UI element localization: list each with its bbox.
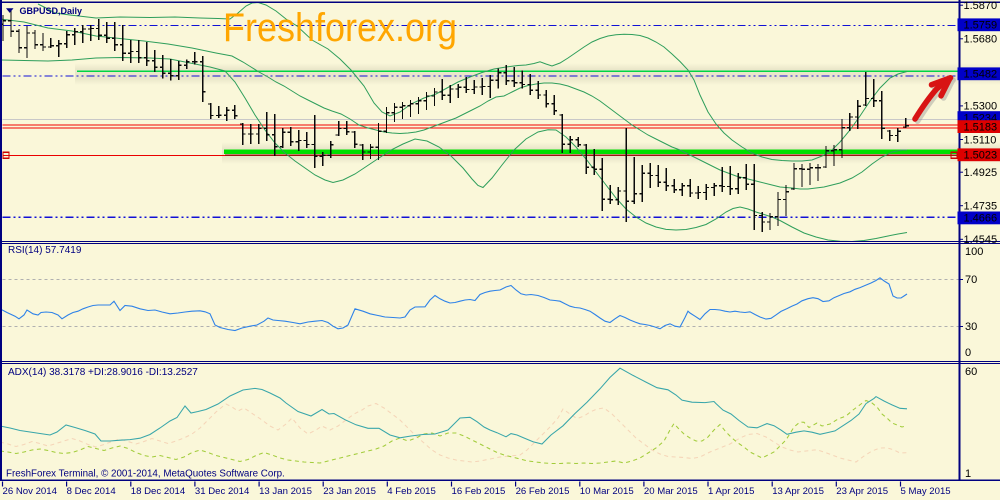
svg-text:1.4925: 1.4925 [964,167,998,179]
svg-text:1.5023: 1.5023 [964,150,998,162]
svg-text:26 Feb 2015: 26 Feb 2015 [516,486,570,497]
svg-text:100: 100 [965,246,983,258]
svg-text:20 Mar 2015: 20 Mar 2015 [644,486,698,497]
svg-text:5 May 2015: 5 May 2015 [901,486,951,497]
svg-text:0: 0 [965,347,971,359]
svg-text:13 Apr 2015: 13 Apr 2015 [772,486,824,497]
svg-text:23 Jan 2015: 23 Jan 2015 [323,486,376,497]
svg-text:FreshForex Terminal, © 2001-20: FreshForex Terminal, © 2001-2014, MetaQu… [6,469,285,480]
svg-text:31 Dec 2014: 31 Dec 2014 [195,486,250,497]
svg-text:1 Apr 2015: 1 Apr 2015 [708,486,754,497]
svg-text:10 Mar 2015: 10 Mar 2015 [580,486,634,497]
svg-text:1.4735: 1.4735 [964,201,998,213]
svg-text:RSI(14) 57.7419: RSI(14) 57.7419 [8,245,82,256]
svg-text:16 Feb 2015: 16 Feb 2015 [452,486,506,497]
svg-text:4 Feb 2015: 4 Feb 2015 [387,486,436,497]
svg-text:30: 30 [965,321,977,333]
svg-text:1.5759: 1.5759 [964,20,998,32]
svg-text:26 Nov 2014: 26 Nov 2014 [3,486,58,497]
svg-text:1: 1 [965,468,971,480]
svg-text:1.5110: 1.5110 [964,134,997,146]
svg-text:GBPUSD,Daily: GBPUSD,Daily [20,6,83,16]
svg-text:70: 70 [965,274,977,286]
svg-text:1.5183: 1.5183 [964,121,998,133]
svg-text:Freshforex.org: Freshforex.org [223,6,457,50]
svg-text:1.5870: 1.5870 [964,0,998,12]
svg-text:18 Dec 2014: 18 Dec 2014 [131,486,186,497]
svg-text:1.5680: 1.5680 [964,34,998,46]
svg-text:1.4545: 1.4545 [964,234,998,246]
svg-text:1.5300: 1.5300 [964,101,998,113]
svg-text:ADX(14) 38.3178 +DI:28.9016 -D: ADX(14) 38.3178 +DI:28.9016 -DI:13.2527 [8,367,198,378]
svg-text:23 Apr 2015: 23 Apr 2015 [836,486,888,497]
svg-text:13 Jan 2015: 13 Jan 2015 [259,486,312,497]
svg-text:1.5482: 1.5482 [964,69,998,81]
svg-text:60: 60 [965,366,977,378]
svg-text:8 Dec 2014: 8 Dec 2014 [67,486,117,497]
svg-text:1.4666: 1.4666 [964,213,998,225]
